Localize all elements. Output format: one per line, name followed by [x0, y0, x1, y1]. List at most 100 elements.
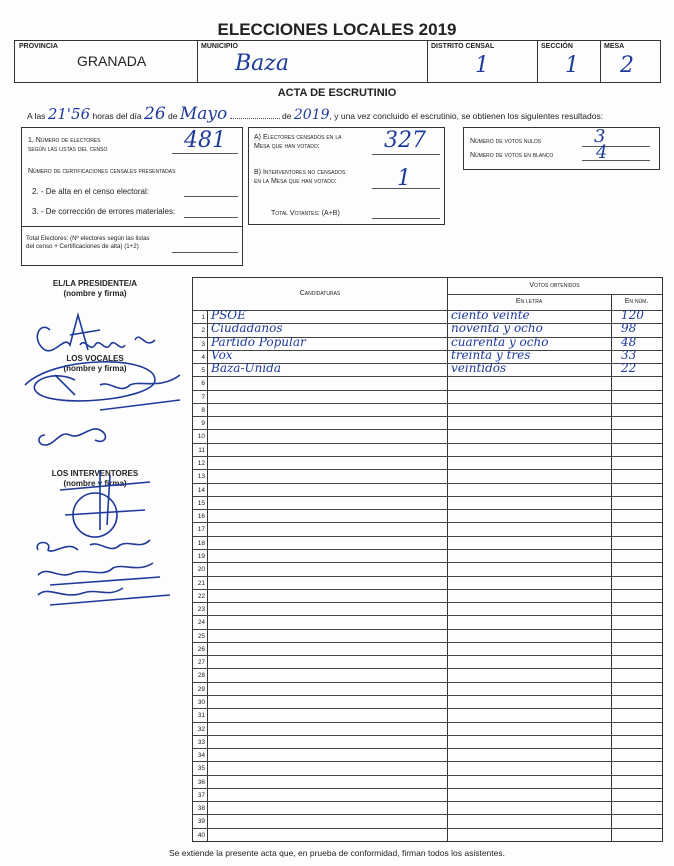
label: A) Electores censados en la: [254, 134, 342, 141]
label: 2. - De alta en el censo electoral:: [32, 187, 149, 196]
votos-header: Votos obtenidos: [529, 282, 580, 289]
votos-nulos-box: Número de votos nulos 3 Número de votos …: [463, 126, 660, 170]
label: Total Votantes: (A+B): [271, 210, 340, 217]
seccion-value: 1: [565, 53, 579, 78]
candidate-name: Partido Popular: [211, 334, 306, 349]
row-number: 4: [201, 353, 205, 361]
table-row: 1 PSOE ciento veinte 120: [193, 308, 662, 325]
label: según las listas del censo: [28, 146, 108, 153]
table-row: 10: [193, 429, 662, 444]
row-number: 14: [197, 486, 205, 494]
num-header: En núm.: [624, 298, 649, 305]
total-electores-box: Total Electores: (Nº electores según las…: [21, 226, 243, 266]
table-row: 40: [193, 827, 662, 842]
header-box: PROVINCIA GRANADA MUNICIPIO Baza DISTRIT…: [14, 40, 661, 83]
blanco-value: 4: [596, 142, 608, 163]
votes-number: 48: [621, 334, 637, 349]
votes-number: 22: [621, 361, 637, 376]
table-row: 12: [193, 456, 662, 471]
acta-sentence: A las 21'56 horas del día 26 de Mayo de …: [27, 104, 603, 124]
table-row: 35: [193, 761, 662, 776]
table-row: 22: [193, 588, 662, 604]
row-number: 37: [197, 791, 205, 799]
row-number: 8: [201, 406, 205, 414]
presidente-label: EL/LA PRESIDENTE/A (nombre y firma): [0, 279, 190, 299]
votes-in-words: noventa y ocho: [451, 321, 543, 336]
table-row: 8: [193, 402, 662, 418]
row-number: 40: [197, 831, 205, 839]
row-number: 26: [197, 645, 205, 653]
label: Número de votos nulos: [470, 138, 542, 145]
mes-value: Mayo: [179, 104, 228, 124]
votantes-box: A) Electores censados en la Mesa que han …: [248, 127, 445, 225]
vocales-label: LOS VOCALES (nombre y firma): [0, 354, 190, 374]
votes-in-words: cuarenta y ocho: [451, 334, 549, 349]
votes-in-words: treinta y tres: [451, 347, 531, 362]
anio-value: 2019: [293, 107, 330, 123]
seccion-label: SECCIÓN: [541, 43, 573, 50]
signatures-image: [24, 311, 181, 606]
row-number: 30: [197, 698, 205, 706]
table-row: 33: [193, 734, 662, 750]
label: en la Mesa que han votado:: [254, 178, 337, 185]
hora-value: 21'56: [47, 105, 91, 123]
distrito-label: DISTRITO CENSAL: [431, 43, 495, 50]
row-number: 20: [197, 566, 205, 574]
table-row: 27: [193, 655, 662, 670]
row-number: 19: [197, 552, 205, 560]
electores-box: 1. Número de electores según las listas d…: [21, 127, 243, 227]
row-number: 22: [197, 592, 205, 600]
text: A las: [27, 111, 46, 121]
table-row: 14: [193, 482, 662, 497]
label: 1. Número de electores: [28, 137, 101, 144]
row-number: 16: [197, 513, 205, 521]
row-number: 15: [197, 499, 205, 507]
label: LOS INTERVENTORES: [51, 469, 139, 478]
row-number: 7: [201, 393, 205, 401]
votes-in-words: ciento veinte: [451, 308, 530, 322]
row-number: 36: [197, 778, 205, 786]
table-row: 19: [193, 548, 662, 564]
table-row: 20: [193, 562, 662, 577]
row-number: 9: [201, 420, 205, 428]
table-row: 34: [193, 748, 662, 763]
row-number: 12: [197, 460, 205, 468]
votes-number: 120: [621, 308, 644, 322]
label: EL/LA PRESIDENTE/A: [52, 279, 138, 288]
provincia-label: PROVINCIA: [19, 43, 58, 50]
table-row: 32: [193, 721, 662, 736]
table-row: 16: [193, 509, 662, 524]
votantes-a-value: 327: [384, 128, 426, 153]
table-row: 30: [193, 694, 662, 710]
table-row: 4 Vox treinta y tres 33: [193, 347, 662, 365]
row-number: 5: [201, 367, 205, 375]
row-number: 3: [201, 340, 205, 348]
row-number: 27: [197, 659, 205, 667]
table-row: 17: [193, 522, 662, 537]
candidaturas-header: Candidaturas: [299, 290, 341, 297]
text: de: [168, 111, 178, 121]
label: Número de votos en blanco: [470, 152, 554, 159]
label: B) Interventores no censados: [254, 169, 346, 176]
table-row: 15: [193, 495, 662, 511]
row-number: 24: [197, 619, 205, 627]
table-row: 24: [193, 615, 662, 630]
table-row: 11: [193, 442, 662, 458]
row-number: 31: [197, 712, 205, 720]
table-row: 13: [193, 469, 662, 484]
document-title: ELECCIONES LOCALES 2019: [217, 20, 457, 39]
table-row: 9: [193, 416, 662, 431]
label: 3. - De corrección de errores materiales…: [32, 207, 176, 216]
candidate-name: Vox: [211, 347, 233, 362]
dia-value: 26: [144, 104, 166, 124]
results-table: Candidaturas Votos obtenidos En letra En…: [192, 277, 663, 842]
row-number: 11: [198, 446, 205, 454]
row-number: 34: [197, 752, 205, 760]
votes-number: 33: [621, 347, 637, 362]
row-number: 28: [197, 672, 205, 680]
label: (nombre y firma): [63, 479, 127, 488]
row-number: 35: [197, 765, 205, 773]
label: Mesa que han votado:: [254, 143, 320, 150]
municipio-value: Baza: [235, 51, 289, 76]
